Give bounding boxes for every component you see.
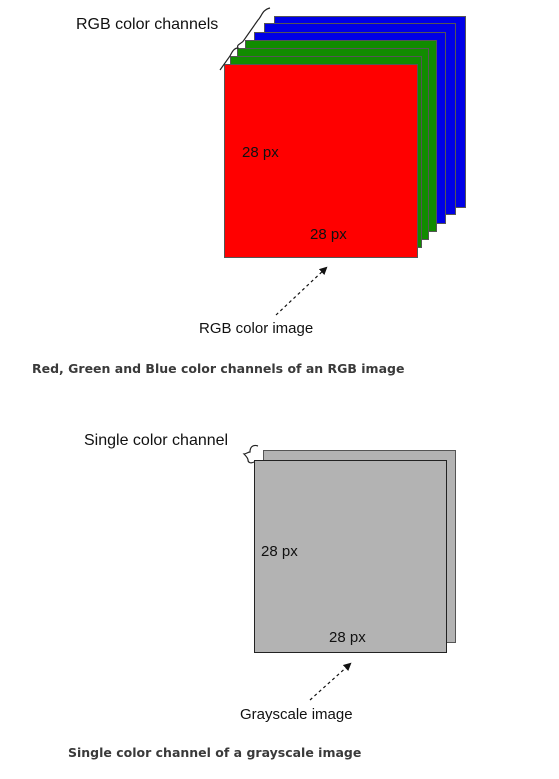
rgb-figure-caption: Red, Green and Blue color channels of an… [32,361,405,376]
grayscale-image-label: Grayscale image [240,706,353,723]
gray-channel-label: Single color channel [84,432,229,449]
rgb-channels-label: RGB color channels [76,16,219,33]
rgb-height-label: 28 px [242,144,279,161]
grayscale-image-arrow [309,662,352,701]
gray-width-label: 28 px [329,629,366,646]
rgb-channels-brace [219,7,271,71]
rgb-image-arrow [275,266,328,316]
rgb-width-label: 28 px [310,226,347,243]
gray-height-label: 28 px [261,543,298,560]
red-channel-layer [224,64,418,258]
gray-channel-brace [242,444,259,464]
grayscale-figure-caption: Single color channel of a grayscale imag… [68,745,362,760]
rgb-image-label: RGB color image [199,320,314,337]
gray-channel-layer [254,460,447,653]
